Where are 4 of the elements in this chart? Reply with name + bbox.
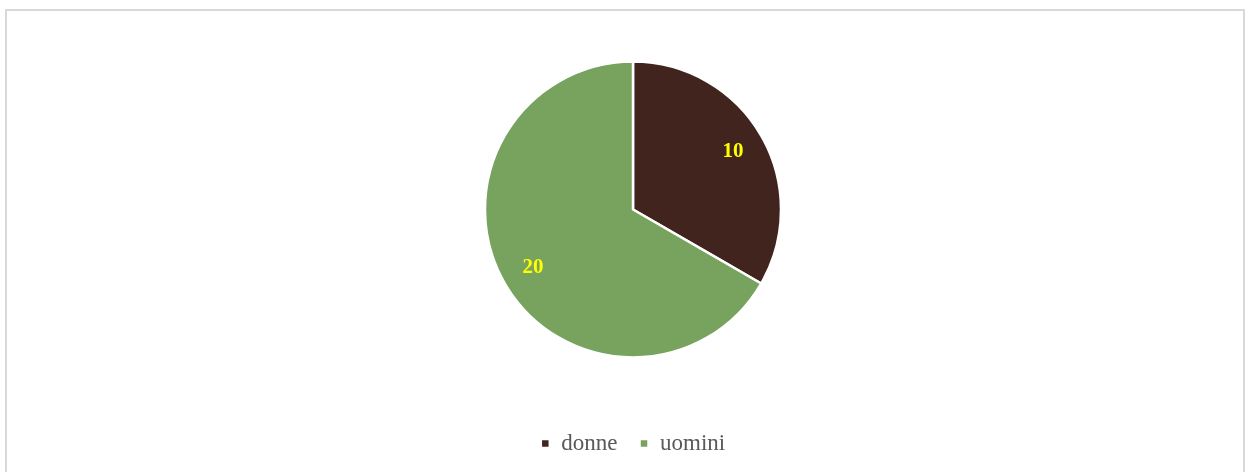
data-label: 20 [522, 253, 544, 278]
legend-label: donne [561, 429, 618, 455]
legend-label: uomini [660, 429, 726, 455]
data-label: 10 [722, 138, 744, 163]
